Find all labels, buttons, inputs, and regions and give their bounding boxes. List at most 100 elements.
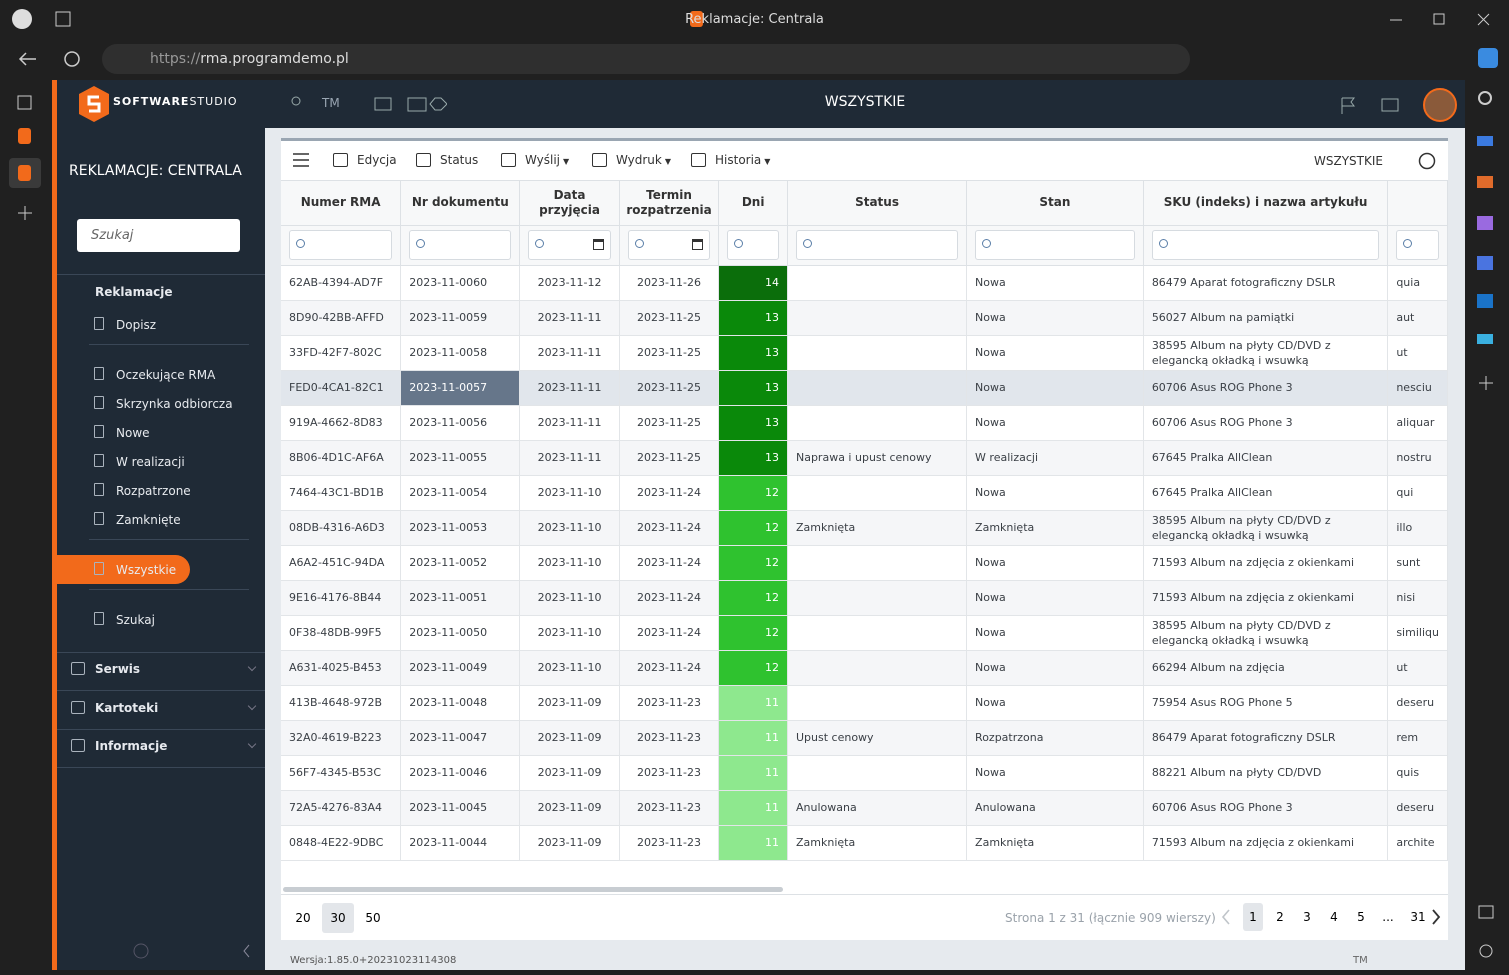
page-link[interactable]: ... <box>1382 910 1394 924</box>
header-right-icons <box>1341 88 1457 122</box>
table-row[interactable]: 8B06-4D1C-AF6A 2023-11-0055 2023-11-11 2023… <box>281 440 1448 476</box>
tool-button[interactable]: Wyślij ▼ <box>525 153 570 167</box>
page-size[interactable]: 20 <box>295 911 311 925</box>
column-header[interactable] <box>1387 181 1448 226</box>
table-row[interactable]: A631-4025-B453 2023-11-0049 2023-11-10 2023… <box>281 650 1448 686</box>
search-input[interactable]: Szukaj <box>77 219 240 252</box>
column-header[interactable]: Data przyjęcia <box>519 181 620 226</box>
cell: archite <box>1387 825 1448 861</box>
brand-bold: SOFTWARE <box>113 95 190 108</box>
page-link[interactable]: 4 <box>1330 910 1338 924</box>
table-row[interactable]: 0848-4E22-9DBC 2023-11-0044 2023-11-09 2023… <box>281 825 1448 861</box>
menu-item[interactable]: Rozpatrzone <box>116 484 191 498</box>
cell: 2023-11-0047 <box>400 720 521 756</box>
filter-input[interactable] <box>975 230 1135 260</box>
cell: sunt <box>1387 545 1448 581</box>
table-row[interactable]: 7464-43C1-BD1B 2023-11-0054 2023-11-10 2023… <box>281 475 1448 511</box>
filter-input[interactable] <box>528 230 611 260</box>
cell: 2023-11-0060 <box>400 265 521 301</box>
table-row[interactable]: 08DB-4316-A6D3 2023-11-0053 2023-11-10 2023… <box>281 510 1448 546</box>
filter-input[interactable] <box>289 230 393 260</box>
filter-input[interactable] <box>795 230 959 260</box>
search-icon <box>296 239 305 248</box>
cell: 56F7-4345-B53C <box>281 755 402 791</box>
page-link[interactable]: 1 <box>1243 903 1263 931</box>
filter-input[interactable] <box>727 230 779 260</box>
page-link[interactable]: 3 <box>1303 910 1311 924</box>
cell: 2023-11-11 <box>519 335 620 371</box>
menu-item[interactable]: Oczekujące RMA <box>116 368 216 382</box>
menu-icon <box>94 512 104 525</box>
column-header[interactable]: Nr dokumentu <box>400 181 521 226</box>
page-link[interactable]: 5 <box>1357 910 1365 924</box>
separator <box>89 589 249 590</box>
table-row[interactable]: 919A-4662-8D83 2023-11-0056 2023-11-11 2023… <box>281 405 1448 441</box>
footer-tm[interactable]: TM <box>1353 955 1368 966</box>
cell: 2023-11-0059 <box>400 300 521 336</box>
cell: Nowa <box>966 335 1144 371</box>
menu-section[interactable]: Reklamacje <box>95 285 173 299</box>
nav-tm[interactable]: TM <box>322 96 340 110</box>
menu-section[interactable]: Serwis <box>95 662 141 676</box>
column-header[interactable]: Termin rozpatrzenia <box>619 181 720 226</box>
menu-item[interactable]: Skrzynka odbiorcza <box>116 397 233 411</box>
cell: FED0-4CA1-82C1 <box>281 370 402 406</box>
cell: 32A0-4619-B223 <box>281 720 402 756</box>
h-scrollbar <box>283 887 783 892</box>
table-row[interactable]: 9E16-4176-8B44 2023-11-0051 2023-11-10 2023… <box>281 580 1448 616</box>
table-row[interactable]: A6A2-451C-94DA 2023-11-0052 2023-11-10 2023… <box>281 545 1448 581</box>
table-row[interactable]: 62AB-4394-AD7F 2023-11-0060 2023-11-12 2023… <box>281 265 1448 301</box>
tab-title[interactable]: Reklamacje: Centrala <box>685 12 824 27</box>
table-row[interactable]: 56F7-4345-B53C 2023-11-0046 2023-11-09 2023… <box>281 755 1448 791</box>
column-header[interactable]: Status <box>787 181 968 226</box>
app-sidebar: SOFTWARESTUDIO REKLAMACJE: CENTRALA Szuk… <box>52 80 265 970</box>
table-row[interactable]: FED0-4CA1-82C1 2023-11-0057 2023-11-11 2023… <box>281 370 1448 406</box>
filter-input[interactable] <box>409 230 512 260</box>
filter-cell <box>1387 225 1448 266</box>
menu-icon <box>94 367 104 380</box>
table-row[interactable]: 413B-4648-972B 2023-11-0048 2023-11-09 2023… <box>281 685 1448 721</box>
menu-item[interactable]: Wszystkie <box>116 563 177 577</box>
cell: 2023-11-0044 <box>400 825 521 861</box>
tool-button[interactable]: Status <box>440 153 479 167</box>
column-header[interactable]: SKU (indeks) i nazwa artykułu <box>1143 181 1389 226</box>
days-cell: 11 <box>718 825 788 861</box>
search-icon <box>802 239 812 248</box>
page-size[interactable]: 30 <box>322 903 354 933</box>
table-row[interactable]: 33FD-42F7-802C 2023-11-0058 2023-11-11 2023… <box>281 335 1448 371</box>
prev-page[interactable] <box>1221 909 1231 925</box>
column-header[interactable]: Dni <box>718 181 788 226</box>
menu-item[interactable]: Szukaj <box>116 613 155 627</box>
menu-item[interactable]: Zamknięte <box>116 513 181 527</box>
page-link[interactable]: 2 <box>1276 910 1284 924</box>
table-row[interactable]: 32A0-4619-B223 2023-11-0047 2023-11-09 2023… <box>281 720 1448 756</box>
app-footer: Wersja:1.85.0+20231023114308 TM <box>265 950 1465 970</box>
cell: 2023-11-10 <box>519 615 620 651</box>
page-size[interactable]: 50 <box>365 911 381 925</box>
tool-button[interactable]: Wydruk ▼ <box>616 153 672 167</box>
menu-item[interactable]: W realizacji <box>116 455 185 469</box>
table-row[interactable]: 8D90-42BB-AFFD 2023-11-0059 2023-11-11 2023… <box>281 300 1448 336</box>
filter-input[interactable] <box>1396 230 1439 260</box>
days-cell: 11 <box>718 685 788 721</box>
table-row[interactable]: 72A5-4276-83A4 2023-11-0045 2023-11-09 2023… <box>281 790 1448 826</box>
cell: 2023-11-23 <box>619 755 720 791</box>
menu-icon[interactable] <box>293 153 309 167</box>
column-header[interactable]: Stan <box>966 181 1144 226</box>
address-bar[interactable]: https://rma.programdemo.pl <box>102 44 1190 74</box>
tool-button[interactable]: Historia ▼ <box>715 153 771 167</box>
menu-section[interactable]: Informacje <box>95 739 168 753</box>
next-page[interactable] <box>1431 909 1441 925</box>
days-cell: 12 <box>718 510 788 546</box>
days-cell: 12 <box>718 545 788 581</box>
theme-icon[interactable] <box>1418 152 1436 170</box>
filter-input[interactable] <box>627 230 711 260</box>
column-header[interactable]: Numer RMA <box>281 181 402 226</box>
page-link[interactable]: 31 <box>1410 910 1426 924</box>
menu-section[interactable]: Kartoteki <box>95 700 159 715</box>
tool-button[interactable]: Edycja <box>357 153 397 167</box>
table-row[interactable]: 0F38-48DB-99F5 2023-11-0050 2023-11-10 2023… <box>281 615 1448 651</box>
menu-item[interactable]: Dopisz <box>116 318 157 332</box>
filter-input[interactable] <box>1151 230 1380 260</box>
menu-item[interactable]: Nowe <box>116 426 150 440</box>
